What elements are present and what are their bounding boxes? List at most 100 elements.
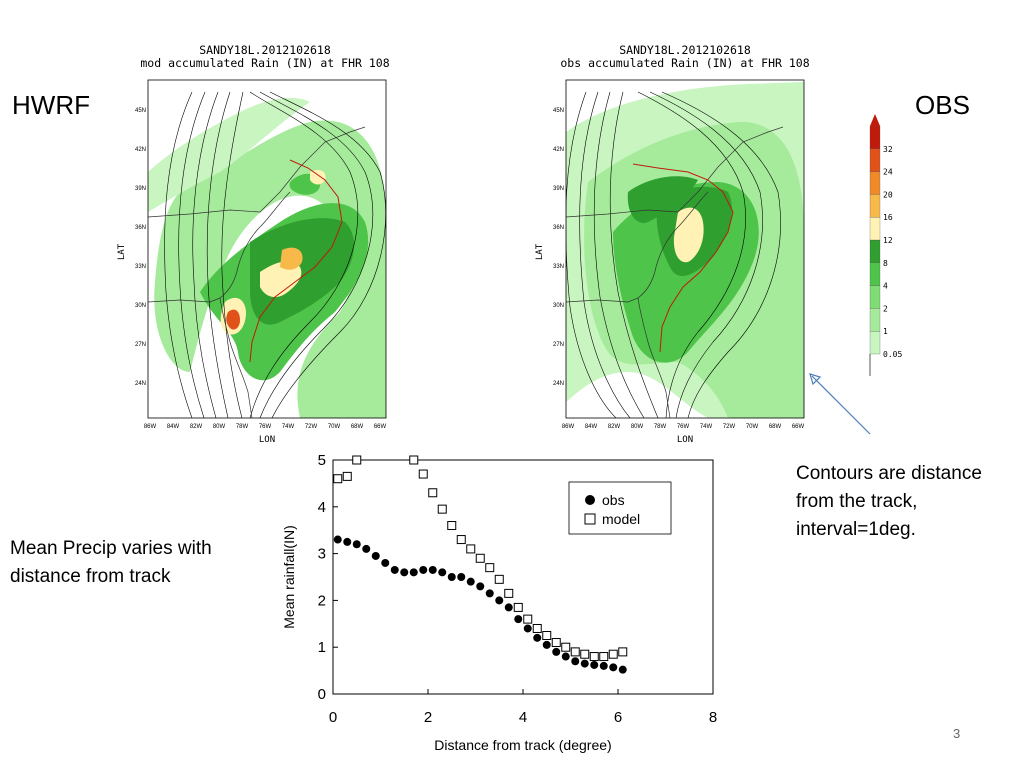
- colorbar-segment: [869, 125, 881, 149]
- colorbar-level-label: 12: [883, 236, 893, 245]
- lon-tick-label: 72W: [305, 424, 318, 430]
- lon-tick-label: 84W: [585, 424, 598, 430]
- legend-obs-label: obs: [602, 492, 625, 508]
- model-point: [447, 521, 457, 531]
- colorbar-segment: [869, 308, 881, 332]
- hwrf-lon-ticks: 86W 84W 82W 80W 78W 76W 74W 72W 70W 68W …: [144, 424, 387, 430]
- obs-point: [495, 596, 504, 605]
- model-point: [466, 544, 476, 554]
- model-point: [475, 553, 485, 563]
- obs-point: [580, 659, 589, 668]
- lon-tick-label: 80W: [631, 424, 644, 430]
- scatter-points: [333, 455, 628, 674]
- lat-tick-label: 30N: [135, 303, 146, 309]
- y-tick-label: 5: [318, 452, 326, 469]
- model-point: [513, 602, 523, 612]
- model-point: [456, 535, 466, 545]
- model-point: [551, 638, 561, 648]
- scatter-ylabel: Mean rainfall(IN): [281, 525, 297, 628]
- model-point: [437, 504, 447, 514]
- y-tick-label: 1: [318, 639, 326, 656]
- lat-tick-label: 36N: [135, 225, 146, 231]
- obs-point: [533, 633, 542, 642]
- model-point: [599, 652, 609, 662]
- obs-map-frame: [565, 79, 805, 419]
- model-point: [485, 563, 495, 573]
- model-point: [342, 471, 352, 481]
- hwrf-map-title: SANDY18L.2012102618 mod accumulated Rain…: [110, 44, 420, 70]
- obs-rain-map: 45N 42N 39N 36N 33N 30N 27N 24N 86W 84W …: [535, 79, 805, 444]
- scatter-ticks: 0 2 4 6 8 0 1 2 3 4 5: [318, 452, 718, 726]
- legend-box: [568, 481, 672, 535]
- obs-coastlines: [566, 126, 784, 418]
- obs-point: [466, 577, 475, 586]
- obs-map-title-line1: SANDY18L.2012102618: [619, 43, 751, 57]
- lon-tick-label: 74W: [282, 424, 295, 430]
- obs-point: [599, 661, 608, 670]
- obs-lon-ticks: 86W 84W 82W 80W 78W 76W 74W 72W 70W 68W …: [562, 424, 805, 430]
- hwrf-map-title-line1: SANDY18L.2012102618: [199, 43, 331, 57]
- y-tick-label: 0: [318, 686, 326, 703]
- colorbar-top-arrow: [870, 114, 880, 126]
- model-point: [561, 642, 571, 652]
- lat-tick-label: 42N: [135, 147, 146, 153]
- annotation-arrow: [809, 373, 871, 435]
- obs-point: [609, 663, 618, 672]
- legend-model-marker: [584, 513, 596, 525]
- colorbar-level-label: 8: [883, 259, 888, 268]
- obs-point: [409, 568, 418, 577]
- colorbar-segment: [869, 148, 881, 172]
- lat-tick-label: 36N: [553, 225, 564, 231]
- colorbar-level-label: 4: [883, 282, 888, 291]
- colorbar-segment: [869, 217, 881, 241]
- hwrf-rain-map: 45N 42N 39N 36N 33N 30N 27N 24N 86W 84W …: [117, 79, 387, 444]
- hwrf-ylabel: LAT: [117, 243, 127, 260]
- lon-tick-label: 72W: [723, 424, 736, 430]
- model-point: [589, 652, 599, 662]
- page-number: 3: [953, 726, 961, 741]
- lon-tick-label: 68W: [351, 424, 364, 430]
- model-point: [428, 488, 438, 498]
- obs-point: [428, 565, 437, 574]
- lon-tick-label: 68W: [769, 424, 782, 430]
- lon-tick-label: 78W: [654, 424, 667, 430]
- colorbar-level-label: 0.05: [883, 350, 902, 359]
- colorbar-level-label: 16: [883, 213, 893, 222]
- colorbar-segment: [869, 239, 881, 263]
- lon-tick-label: 66W: [374, 424, 387, 430]
- obs-map-title-line2: obs accumulated Rain (IN) at FHR 108: [560, 56, 810, 70]
- colorbar-segment: [869, 262, 881, 286]
- obs-point: [476, 582, 485, 591]
- obs-point: [352, 540, 361, 549]
- legend-obs-marker: [585, 495, 595, 505]
- model-point: [352, 455, 362, 465]
- obs-point: [371, 551, 380, 560]
- hwrf-lat-ticks: 45N 42N 39N 36N 33N 30N 27N 24N: [135, 108, 146, 387]
- obs-point: [343, 537, 352, 546]
- lon-tick-label: 76W: [259, 424, 272, 430]
- lon-tick-label: 80W: [213, 424, 226, 430]
- lon-tick-label: 84W: [167, 424, 180, 430]
- lon-tick-label: 70W: [328, 424, 341, 430]
- obs-point: [438, 568, 447, 577]
- hwrf-storm-track: [249, 159, 343, 363]
- x-tick-label: 8: [709, 709, 717, 726]
- model-point: [542, 631, 552, 640]
- lat-tick-label: 33N: [553, 264, 564, 270]
- colorbar-level-label: 20: [883, 190, 893, 199]
- lat-tick-label: 39N: [135, 186, 146, 192]
- obs-point: [514, 615, 523, 624]
- lon-tick-label: 66W: [792, 424, 805, 430]
- model-point: [618, 647, 628, 657]
- obs-point: [523, 624, 532, 633]
- y-tick-label: 4: [318, 499, 326, 516]
- lon-tick-label: 82W: [190, 424, 203, 430]
- obs-point: [362, 544, 371, 553]
- obs-point: [542, 640, 551, 649]
- x-tick-label: 0: [329, 709, 337, 726]
- colorbar-segment: [869, 285, 881, 309]
- legend-model-label: model: [602, 511, 640, 527]
- scatter-xlabel: Distance from track (degree): [434, 737, 611, 753]
- model-point: [504, 588, 514, 598]
- obs-point: [457, 573, 466, 581]
